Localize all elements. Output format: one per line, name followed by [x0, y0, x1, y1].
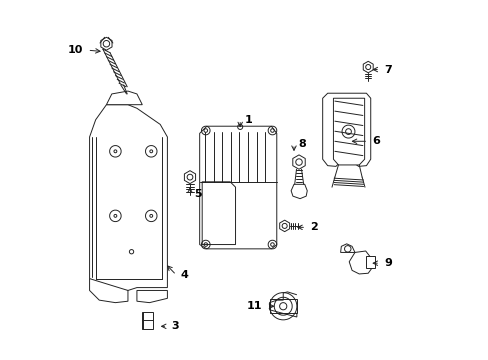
Bar [269, 299, 296, 314]
Text: 10: 10 [68, 45, 83, 55]
Polygon shape [340, 244, 354, 252]
Text: 6: 6 [372, 136, 380, 146]
Polygon shape [290, 184, 306, 199]
Text: 8: 8 [298, 139, 305, 149]
Polygon shape [89, 279, 128, 303]
Polygon shape [89, 105, 167, 291]
Text: 7: 7 [384, 64, 391, 75]
Polygon shape [322, 93, 370, 166]
Text: 3: 3 [171, 321, 179, 331]
Text: 11: 11 [246, 301, 262, 311]
Polygon shape [363, 61, 372, 73]
Polygon shape [106, 91, 142, 105]
Polygon shape [292, 155, 305, 169]
Polygon shape [279, 220, 289, 231]
Polygon shape [184, 171, 195, 184]
Bar [366, 256, 375, 268]
Polygon shape [199, 126, 276, 249]
Polygon shape [202, 182, 235, 244]
Text: 1: 1 [244, 115, 252, 125]
Text: 2: 2 [310, 222, 318, 232]
Text: 9: 9 [384, 258, 391, 268]
Bar [142, 312, 153, 329]
Text: 5: 5 [194, 189, 202, 199]
Polygon shape [137, 291, 167, 303]
Polygon shape [333, 98, 364, 165]
Polygon shape [101, 37, 112, 50]
Text: 4: 4 [180, 270, 188, 280]
Polygon shape [348, 251, 372, 274]
